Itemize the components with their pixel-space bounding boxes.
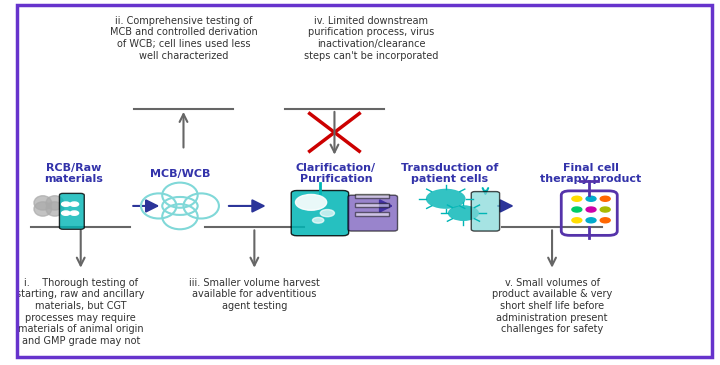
FancyBboxPatch shape (472, 192, 500, 231)
Circle shape (586, 218, 596, 223)
Circle shape (572, 207, 582, 212)
Ellipse shape (46, 196, 63, 210)
FancyBboxPatch shape (355, 203, 389, 207)
Ellipse shape (34, 196, 52, 210)
Circle shape (70, 211, 78, 215)
Circle shape (600, 218, 610, 223)
FancyBboxPatch shape (291, 191, 348, 236)
Text: v. Small volumes of
product available & very
short shelf life before
administrat: v. Small volumes of product available & … (492, 278, 612, 334)
Circle shape (448, 205, 479, 221)
Circle shape (586, 196, 596, 201)
Circle shape (586, 207, 596, 212)
FancyBboxPatch shape (348, 195, 397, 231)
Circle shape (426, 189, 466, 209)
FancyBboxPatch shape (60, 193, 84, 229)
Circle shape (600, 196, 610, 201)
Text: Final cell
therapy product: Final cell therapy product (541, 163, 642, 184)
Circle shape (600, 207, 610, 212)
Text: iii. Smaller volume harvest
available for adventitious
agent testing: iii. Smaller volume harvest available fo… (189, 278, 320, 311)
Circle shape (295, 195, 327, 210)
Text: iv. Limited downstream
purification process, virus
inactivation/clearance
steps : iv. Limited downstream purification proc… (304, 16, 438, 61)
Text: RCB/Raw
materials: RCB/Raw materials (44, 163, 103, 184)
Circle shape (572, 196, 582, 201)
Circle shape (312, 218, 324, 223)
Circle shape (70, 202, 78, 206)
Ellipse shape (46, 202, 63, 216)
Circle shape (572, 218, 582, 223)
Circle shape (62, 202, 70, 206)
Text: MCB/WCB: MCB/WCB (150, 169, 210, 178)
Text: Clarification/
Purification: Clarification/ Purification (296, 163, 376, 184)
Circle shape (62, 211, 70, 215)
Text: ii. Comprehensive testing of
MCB and controlled derivation
of WCB; cell lines us: ii. Comprehensive testing of MCB and con… (109, 16, 257, 61)
Circle shape (320, 210, 335, 217)
FancyBboxPatch shape (355, 212, 389, 216)
Text: i.    Thorough testing of
starting, raw and ancillary
materials, but CGT
process: i. Thorough testing of starting, raw and… (17, 278, 145, 346)
FancyBboxPatch shape (355, 194, 389, 198)
Text: Transduction of
patient cells: Transduction of patient cells (400, 163, 498, 184)
Ellipse shape (34, 202, 52, 216)
